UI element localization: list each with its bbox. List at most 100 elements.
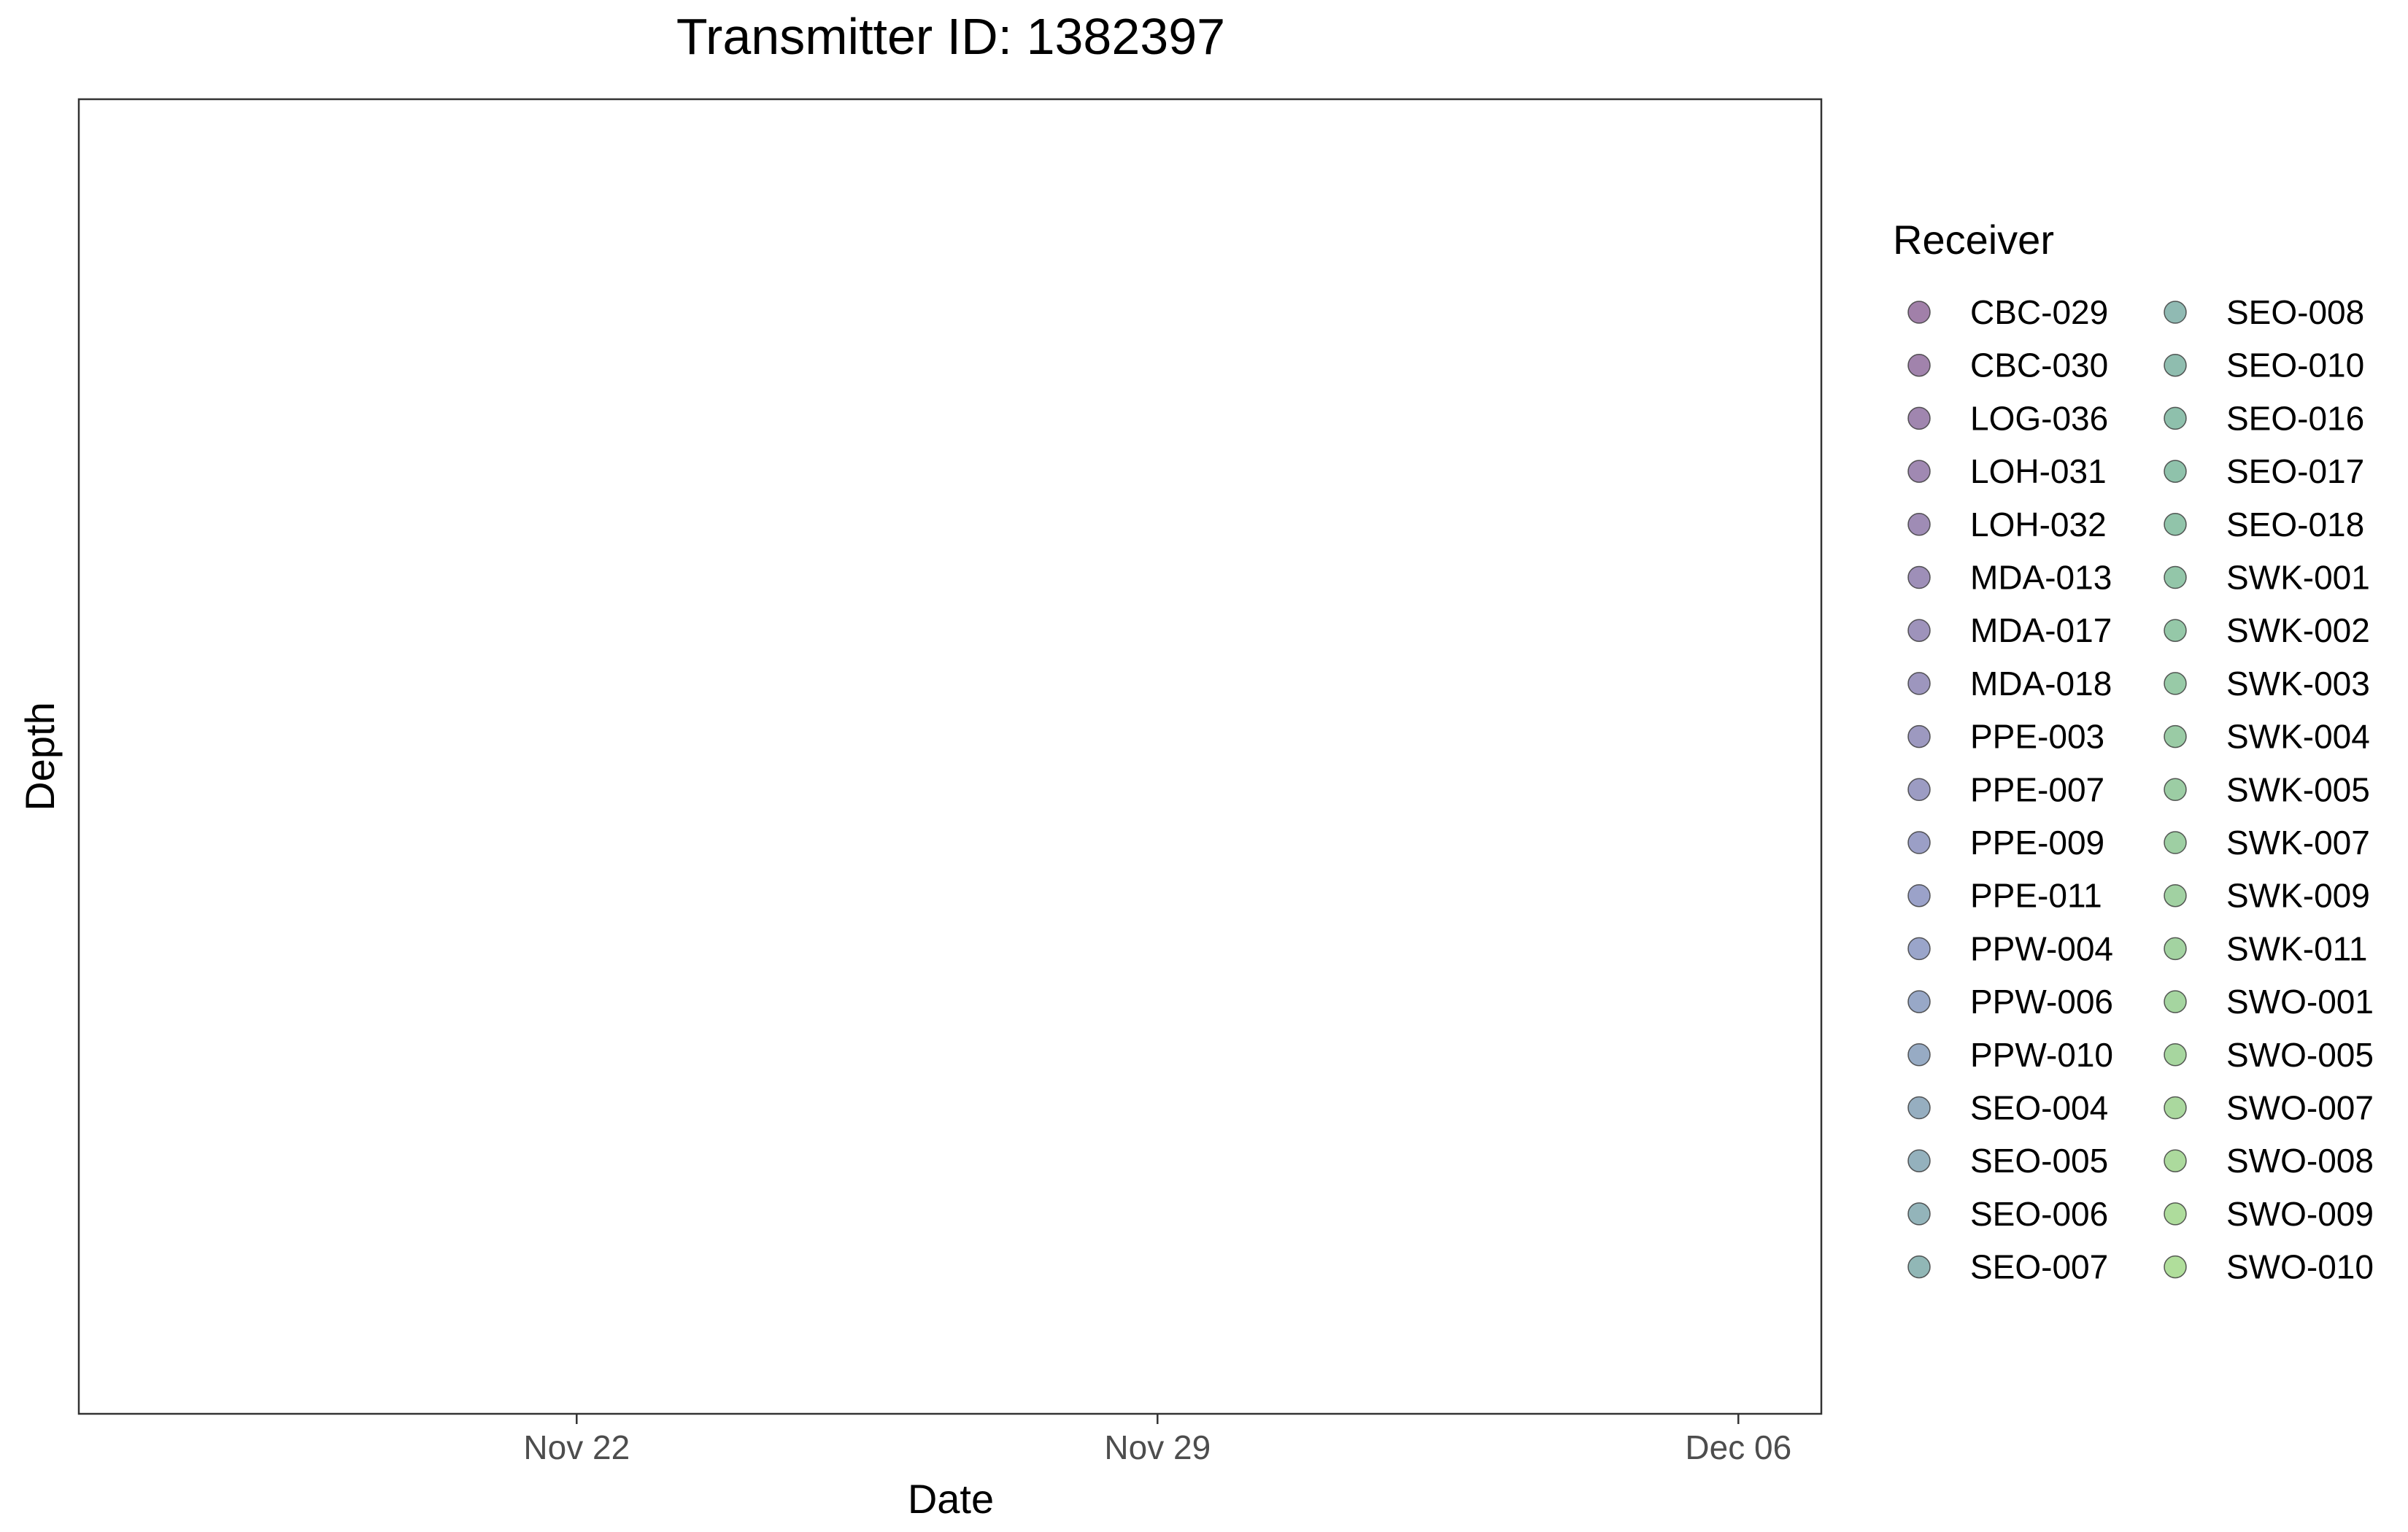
legend-item: PPW-004 <box>1907 929 2113 967</box>
legend-item: SEO-008 <box>2164 293 2364 331</box>
legend-label: LOH-031 <box>1970 452 2107 490</box>
legend-label: MDA-018 <box>1970 665 2112 703</box>
legend-item: SWO-005 <box>2164 1036 2374 1074</box>
legend-item: PPE-007 <box>1907 770 2104 808</box>
legend-item: MDA-018 <box>1907 665 2112 703</box>
legend-label: SWO-001 <box>2226 983 2374 1021</box>
legend-label: SWK-003 <box>2226 665 2370 703</box>
legend-item: SWK-009 <box>2164 877 2370 915</box>
legend-item: SEO-010 <box>2164 347 2364 384</box>
legend-item: SEO-006 <box>1907 1195 2108 1233</box>
legend-marker <box>2164 619 2187 642</box>
legend-item: SWK-002 <box>2164 611 2370 649</box>
legend-marker <box>1907 619 1931 642</box>
legend-item: SEO-004 <box>1907 1089 2108 1127</box>
legend-marker <box>1907 778 1931 802</box>
legend-marker <box>2164 513 2187 536</box>
legend-marker <box>2164 1043 2187 1067</box>
legend-item: LOG-036 <box>1907 399 2108 437</box>
legend-marker <box>1907 565 1931 589</box>
legend-item: SWK-001 <box>2164 559 2370 597</box>
legend-item: SEO-017 <box>2164 452 2364 490</box>
legend-label: SWO-008 <box>2226 1142 2374 1180</box>
legend-marker <box>1907 937 1931 961</box>
x-tick-label: Nov 29 <box>1104 1428 1211 1466</box>
legend-marker <box>1907 990 1931 1013</box>
legend-item: PPW-006 <box>1907 983 2113 1021</box>
legend-label: SWK-009 <box>2226 877 2370 915</box>
legend-item: PPE-003 <box>1907 718 2104 756</box>
legend-marker <box>2164 883 2187 908</box>
legend-label: MDA-013 <box>1970 559 2112 597</box>
legend-label: SWK-002 <box>2226 611 2370 649</box>
legend-item: SWO-010 <box>2164 1248 2374 1286</box>
legend-item: SEO-005 <box>1907 1142 2108 1180</box>
legend-marker <box>2164 1149 2187 1172</box>
legend-label: MDA-017 <box>1970 611 2112 649</box>
legend-item: CBC-029 <box>1907 293 2108 331</box>
legend-item: PPW-010 <box>1907 1036 2113 1074</box>
legend-label: PPW-010 <box>1970 1036 2113 1074</box>
legend-label: SEO-018 <box>2226 506 2364 543</box>
legend-marker <box>2164 778 2187 802</box>
legend-label: SWK-005 <box>2226 770 2370 808</box>
legend-marker <box>2164 460 2187 483</box>
legend-item: SWK-005 <box>2164 770 2370 808</box>
y-axis-label: Depth <box>17 702 63 811</box>
legend-item: SWO-008 <box>2164 1142 2374 1180</box>
legend-item: LOH-031 <box>1907 452 2107 490</box>
legend-label: CBC-029 <box>1970 293 2108 331</box>
legend-item: SEO-018 <box>2164 506 2364 543</box>
legend-marker <box>1907 1043 1931 1067</box>
legend-item: MDA-013 <box>1907 559 2112 597</box>
legend-label: SWO-007 <box>2226 1089 2374 1127</box>
legend-label: LOH-032 <box>1970 506 2107 543</box>
legend-label: SEO-016 <box>2226 399 2364 437</box>
legend-marker <box>2164 1202 2187 1226</box>
legend-marker <box>1907 406 1931 430</box>
legend-marker <box>2164 353 2187 377</box>
x-tick-label: Nov 22 <box>523 1428 630 1466</box>
legend-marker <box>1907 301 1931 324</box>
legend-marker <box>1907 1202 1931 1226</box>
legend-marker <box>2164 724 2187 748</box>
legend-marker <box>1907 353 1931 377</box>
legend-marker <box>1907 1096 1931 1120</box>
legend-label: SWK-001 <box>2226 559 2370 597</box>
legend-marker <box>1907 1149 1931 1172</box>
legend-item: LOH-032 <box>1907 506 2107 543</box>
legend-label: PPE-011 <box>1970 877 2102 915</box>
x-axis: Nov 22 Nov 29 Dec 06 <box>523 1414 1791 1466</box>
legend-item: MDA-017 <box>1907 611 2112 649</box>
legend-label: SWO-009 <box>2226 1195 2374 1233</box>
legend-label: SEO-006 <box>1970 1195 2108 1233</box>
x-axis-label: Date <box>908 1476 994 1522</box>
legend-label: LOG-036 <box>1970 399 2108 437</box>
legend-item: SWO-001 <box>2164 983 2374 1021</box>
legend-label: PPE-009 <box>1970 824 2104 862</box>
legend-label: SWK-004 <box>2226 718 2370 756</box>
legend-label: PPE-007 <box>1970 770 2104 808</box>
legend-label: SEO-004 <box>1970 1089 2108 1127</box>
legend-marker <box>1907 883 1931 908</box>
legend-marker <box>1907 513 1931 536</box>
legend-title: Receiver <box>1893 217 2054 263</box>
legend-marker <box>2164 937 2187 961</box>
legend-item: SWK-003 <box>2164 665 2370 703</box>
legend-label: SWK-007 <box>2226 824 2370 862</box>
legend-marker <box>2164 406 2187 430</box>
legend-item: SEO-007 <box>1907 1248 2108 1286</box>
legend-label: SWO-010 <box>2226 1248 2374 1286</box>
legend-marker <box>2164 1255 2187 1279</box>
legend-item: SWK-011 <box>2164 929 2367 967</box>
legend-marker <box>1907 672 1931 695</box>
x-tick-label: Dec 06 <box>1685 1428 1791 1466</box>
legend-marker <box>2164 990 2187 1013</box>
legend-marker <box>2164 565 2187 589</box>
legend: Receiver CBC-029 CBC-030 LOG-036 LOH-031 LOH… <box>1893 217 2374 1286</box>
legend-item: CBC-030 <box>1907 347 2108 384</box>
legend-marker <box>1907 1255 1931 1279</box>
legend-label: PPE-003 <box>1970 718 2104 756</box>
legend-label: CBC-030 <box>1970 347 2108 384</box>
